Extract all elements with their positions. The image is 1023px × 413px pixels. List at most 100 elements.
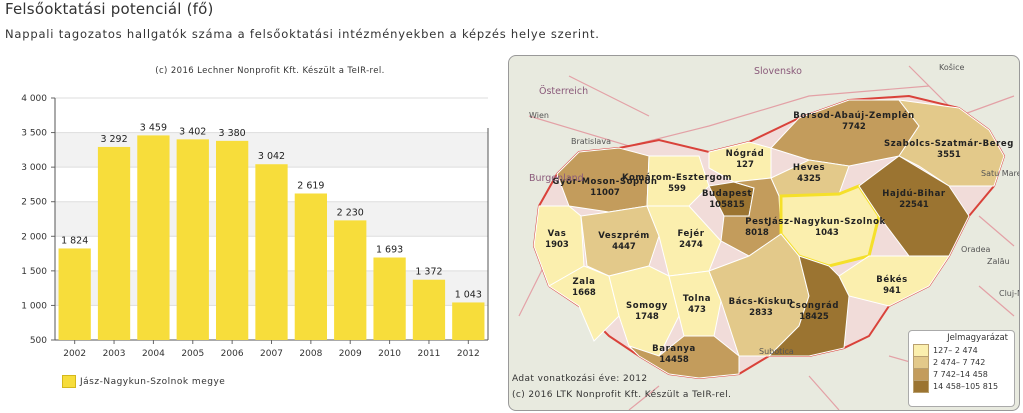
county-value: 7742 [842,122,866,132]
x-tick-label: 2011 [418,349,441,359]
county-map[interactable]: Győr-Moson-Sopron11007Komárom-Esztergom5… [509,56,1019,410]
map-legend-label: 7 742–14 458 [933,369,988,379]
chart-credit: (c) 2016 Lechner Nonprofit Kft. Készült … [155,66,385,76]
map-legend-row: 2 474– 7 742 [909,355,1014,369]
county-name: Győr-Moson-Sopron [552,177,657,187]
bar-value-label: 3 459 [140,122,167,133]
map-panel[interactable]: Győr-Moson-Sopron 11007 Komárom-Esztergom 5… [508,55,1020,411]
city-label: Košice [939,62,965,72]
map-road [808,375,840,410]
country-label: Österreich [539,86,588,97]
x-tick-label: 2002 [63,349,86,359]
page-subtitle: Nappali tagozatos hallgatók száma a fels… [5,27,600,41]
county-value: 1668 [572,288,596,298]
county-value: 14458 [659,355,689,365]
county-name: Békés [876,274,908,285]
county-region [767,255,850,357]
bar-value-label: 1 372 [415,267,442,278]
bar-value-label: 3 042 [258,151,285,162]
x-tick-label: 2009 [339,349,362,359]
county-name: Somogy [626,301,668,311]
county-value: 18425 [799,312,829,322]
legend-swatch [62,375,76,388]
county-name: Borsod-Abaúj-Zemplén [793,110,915,121]
county-name: Hajdú-Bihar [882,189,946,199]
county-name: Heves [793,163,825,173]
map-road [568,75,650,117]
county-name: Bács-Kiskun [729,297,794,307]
county-value: 1043 [815,228,839,238]
county-name: Jász-Nagykun-Szolnok [767,217,886,227]
county-value: 2474 [679,240,703,250]
page-title: Felsőoktatási potenciál (fő) [5,0,214,18]
county-value: 1748 [635,312,659,322]
county-name: Szabolcs-Szatmár-Bereg [884,139,1014,149]
bar-value-label: 3 402 [179,126,206,137]
county-name: Pest [745,217,769,227]
y-tick-label: 500 [30,336,47,346]
city-label: Zalău [987,257,1010,266]
county-value: 1903 [545,240,569,250]
county-name: Baranya [652,344,696,354]
county-name: Veszprém [598,230,650,241]
county-name: Tolna [683,294,711,304]
map-legend-label: 127– 2 474 [933,345,978,355]
country-label: Slovensko [754,66,802,77]
bar [412,279,446,340]
county-value: 473 [688,305,706,315]
bar [58,248,91,340]
map-year-note: Adat vonatkozási éve: 2012 [512,374,648,384]
county-value: 599 [668,184,686,194]
county-name: Komárom-Esztergom [622,173,732,183]
map-credit: (c) 2016 LTK Nonprofit Kft. Készült a Te… [512,390,732,400]
x-tick-label: 2007 [260,349,283,359]
county-value: 8018 [745,228,769,238]
bar-value-label: 2 230 [337,207,364,218]
county-name: Budapest [702,189,752,199]
county-region [628,335,740,379]
x-tick-label: 2004 [142,349,165,359]
x-tick-label: 2003 [103,349,126,359]
x-tick-label: 2010 [378,349,401,359]
city-label: Subotica [759,347,794,356]
bar [255,164,288,340]
city-label: Wien [529,111,549,120]
county-value: 11007 [590,188,620,198]
map-road [528,85,930,147]
county-value: 4325 [797,174,821,184]
x-tick-label: 2005 [181,349,204,359]
county-region [897,99,1005,187]
county-value: 941 [883,286,901,296]
bar [452,302,485,340]
bar [137,135,170,340]
county-name: Fejér [677,228,704,239]
map-road [978,215,1015,247]
bar-chart: 500 1 000 1 500 2 000 2 500 3 000 3 500 4 000 1 … [21,94,489,359]
county-name: Nógrád [726,148,765,159]
map-legend-label: 2 474– 7 742 [933,357,986,367]
bar-value-label: 2 619 [297,180,324,191]
y-tick-label: 3 500 [21,129,47,139]
map-legend: Jelmagyarázat 127– 2 474 2 474– 7 742 7 … [908,330,1015,407]
chart-legend[interactable]: Jász-Nagykun-Szolnok megye [62,375,225,388]
map-road [628,385,660,410]
bar-value-label: 1 693 [376,245,403,256]
bar [215,140,249,340]
city-label: Bratislava [571,137,611,146]
bar-value-label: 1 043 [455,289,482,300]
county-value: 4447 [612,242,636,252]
map-legend-swatch [913,379,929,393]
county-value: 105815 [709,200,745,210]
